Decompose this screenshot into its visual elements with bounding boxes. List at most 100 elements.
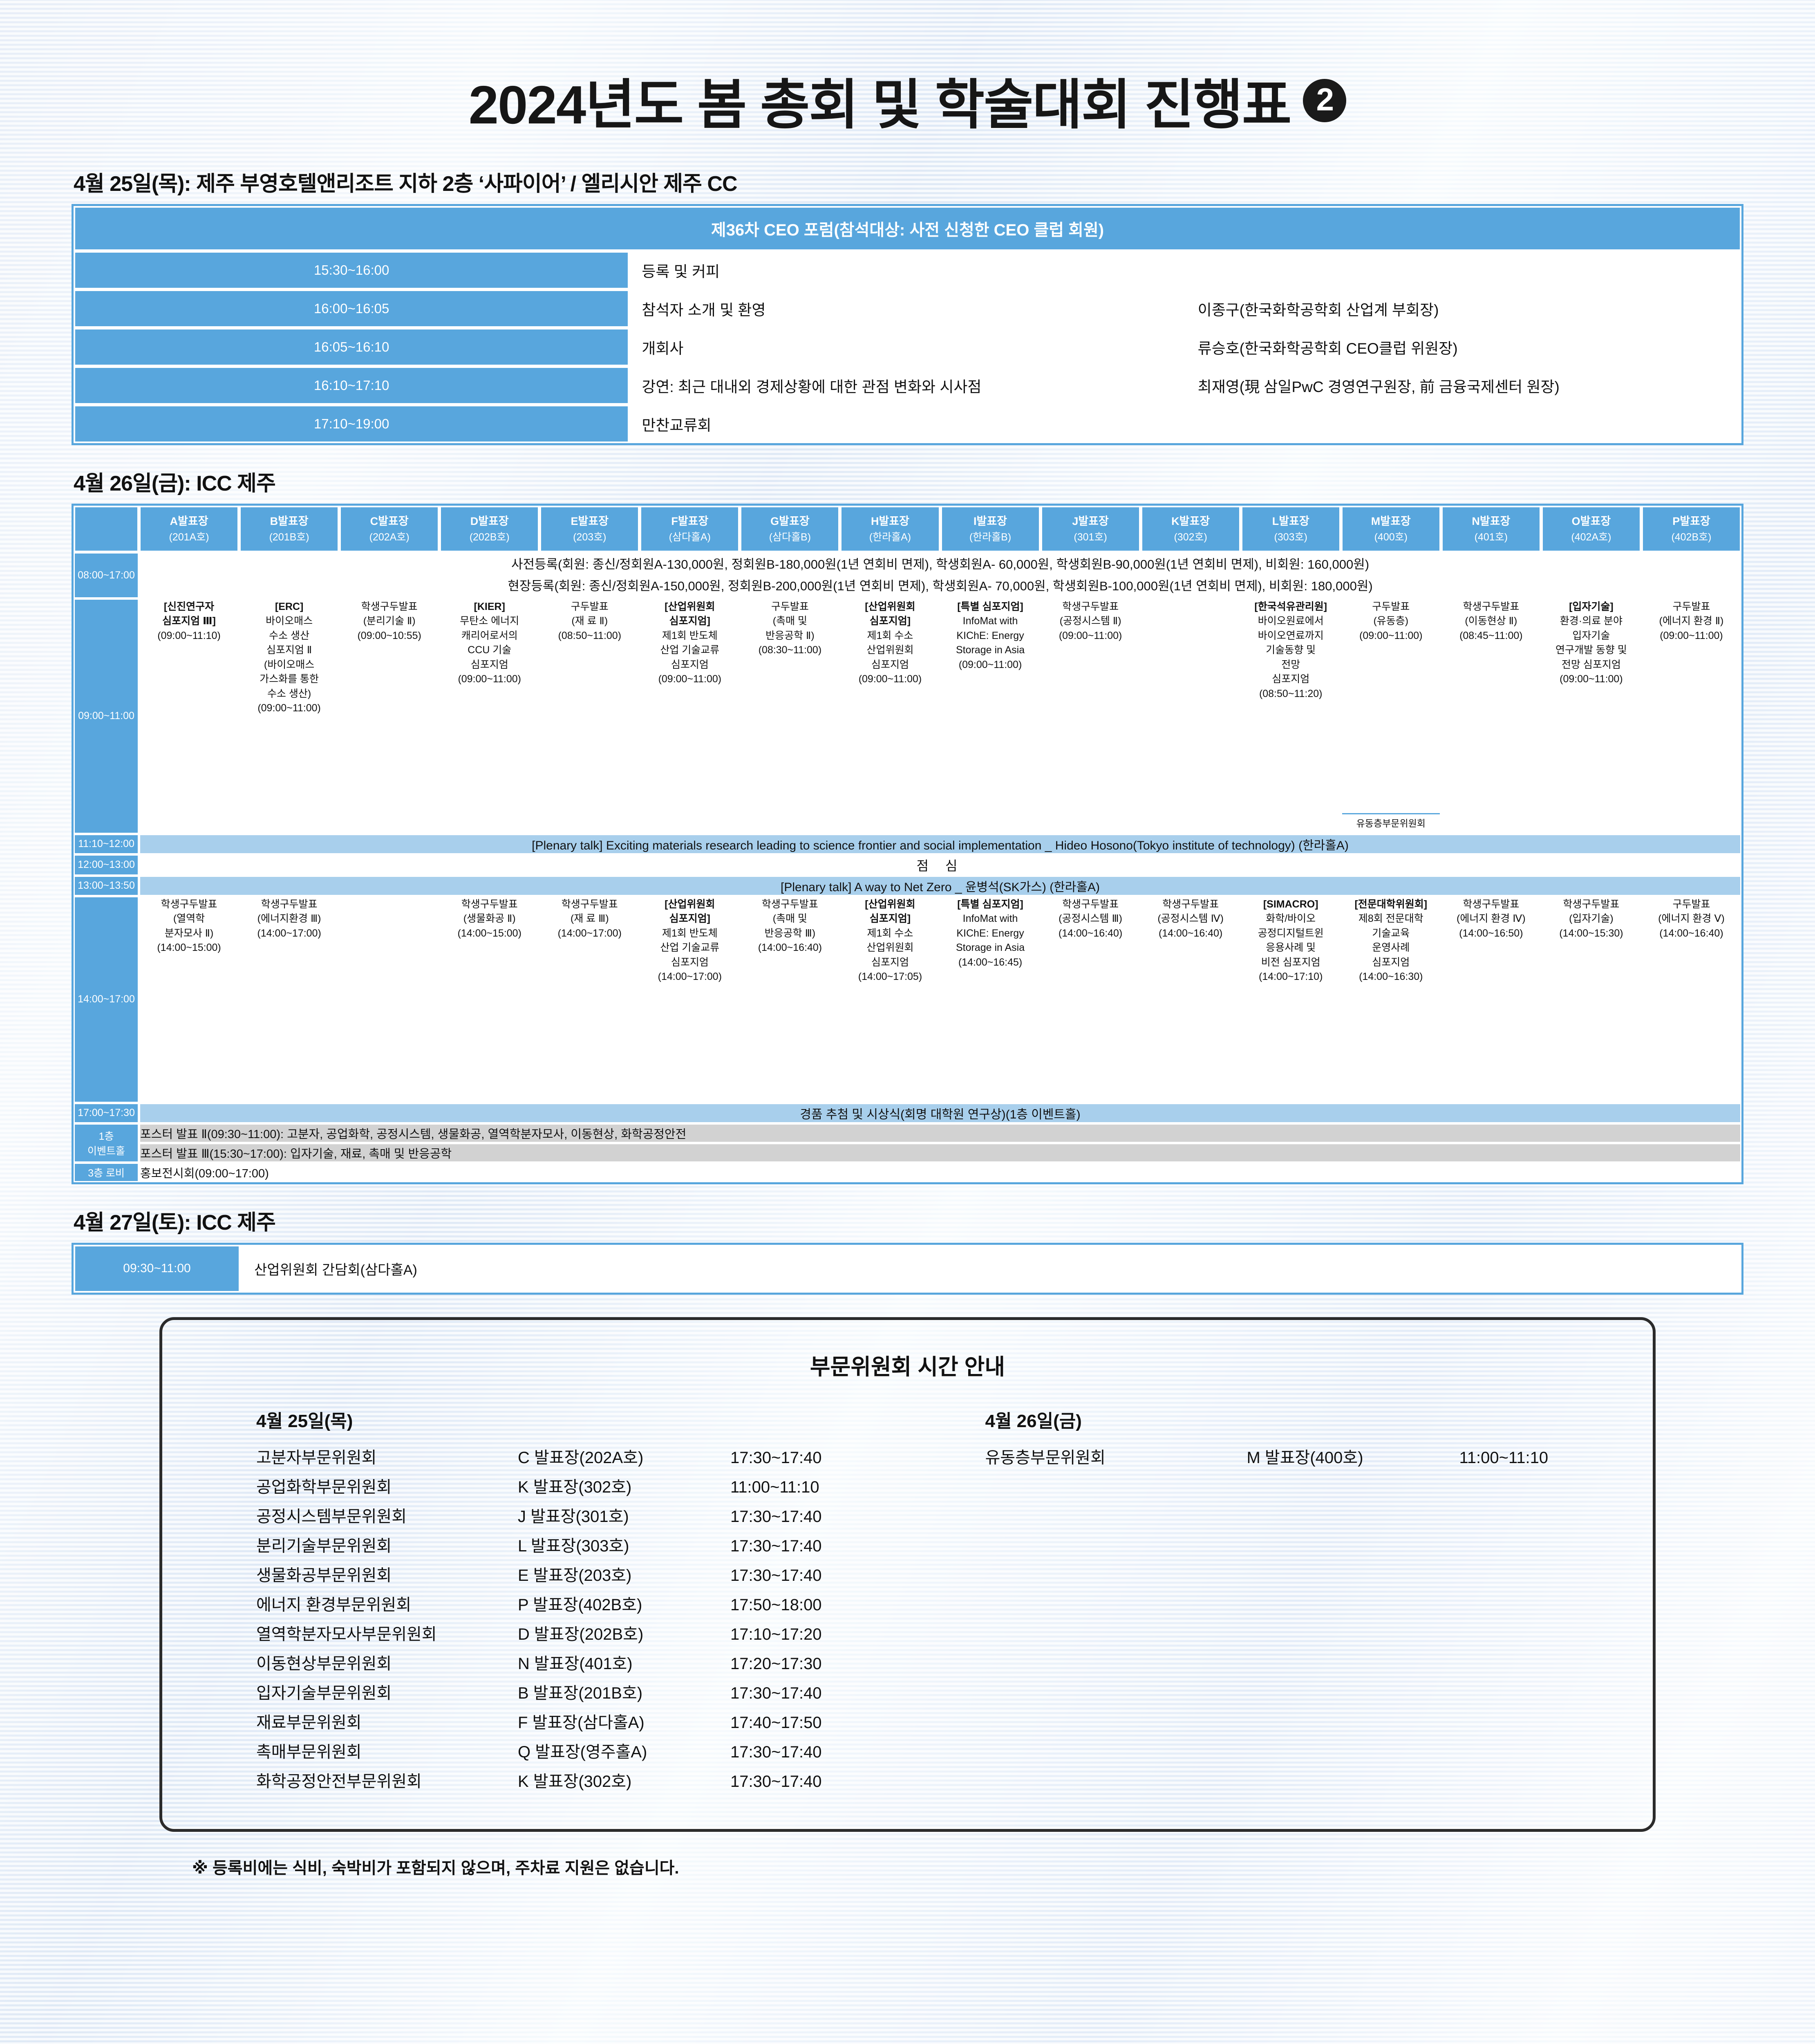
afternoon-session-cell-11: [SIMACRO] 화학/바이오 공정디지털트윈 응용사례 및 비전 심포지엄 (14:0… bbox=[1240, 896, 1341, 1103]
session-line: 바이오원료에서 bbox=[1258, 615, 1324, 627]
session-line: (생물화공 Ⅱ) bbox=[463, 913, 516, 925]
morning-session-cell-3: [KIER] 무탄소 에너지 캐리어로서의 CCU 기술 심포지엄 (09:00~11:0… bbox=[439, 598, 540, 834]
session-time: (09:00~11:00) bbox=[458, 673, 521, 685]
committee-name: 공업화학부문위원회 bbox=[256, 1478, 392, 1496]
committee-column-apr25: 4월 25일(목) 고분자부문위원회 C 발표장(202A호) 17:30~17… bbox=[191, 1406, 895, 1803]
committee-row: 고분자부문위원회 C 발표장(202A호) 17:30~17:40 bbox=[256, 1450, 895, 1466]
session-line: (입자기술) bbox=[1569, 913, 1614, 925]
session-time: (14:00~16:45) bbox=[958, 956, 1023, 968]
committee-schedule-box: 부문위원회 시간 안내 4월 25일(목) 고분자부문위원회 C 발표장(202… bbox=[159, 1317, 1656, 1832]
committee-row: 입자기술부문위원회 B 발표장(201B호) 17:30~17:40 bbox=[256, 1685, 895, 1701]
committee-name: 이동현상부문위원회 bbox=[256, 1654, 392, 1673]
ceo-row-speaker: 이종구(한국화학공학회 산업계 부회장) bbox=[1185, 289, 1741, 328]
day2-schedule-grid: A발표장 (201A호) B발표장 (201B호) C발표장 (202A호) D발표장 (20… bbox=[72, 504, 1743, 1184]
committee-name: 생물화공부문위원회 bbox=[256, 1566, 392, 1585]
morning-session-time: 09:00~11:00 bbox=[74, 598, 139, 834]
session-time: (08:50~11:00) bbox=[558, 630, 622, 641]
committee-room: B 발표장(201B호) bbox=[518, 1684, 643, 1702]
committee-row: 에너지 환경부문위원회 P 발표장(402B호) 17:50~18:00 bbox=[256, 1597, 895, 1613]
day2-heading: 4월 26일(금): ICC 제주 bbox=[74, 472, 276, 495]
committee-name: 열역학분자모사부문위원회 bbox=[256, 1625, 437, 1643]
session-line: (에너지 환경 Ⅱ) bbox=[1659, 615, 1724, 627]
committee-box-title: 부문위원회 시간 안내 bbox=[810, 1354, 1005, 1379]
session-title: 학생구두발표 bbox=[1563, 898, 1620, 910]
morning-session-cell-5: [산업위원회 심포지엄] 제1회 반도체 산업 기술교류 심포지엄 (09:00~11:0… bbox=[640, 598, 740, 834]
afternoon-session-cell-5: [산업위원회 심포지엄] 제1회 반도체 산업 기술교류 심포지엄 (14:00~17:0… bbox=[640, 896, 740, 1103]
session-line: 제1회 수소 bbox=[867, 927, 913, 939]
session-time: (14:00~17:00) bbox=[557, 927, 622, 939]
award-time: 17:00~17:30 bbox=[74, 1103, 139, 1123]
session-title: [산업위원회 bbox=[665, 898, 715, 910]
session-title: 구두발표 bbox=[1672, 601, 1710, 612]
page-number-badge: 2 bbox=[1303, 78, 1347, 122]
session-title: [전문대학위원회] bbox=[1354, 898, 1428, 910]
session-time: (09:00~11:00) bbox=[1660, 630, 1723, 641]
morning-session-cell-13: 학생구두발표 (이동현상 Ⅱ) (08:45~11:00) bbox=[1441, 598, 1541, 834]
session-line: 제1회 수소 bbox=[867, 630, 913, 641]
day3-time: 09:30~11:00 bbox=[74, 1244, 240, 1293]
room-header-11: L발표장 (303호) bbox=[1240, 506, 1341, 552]
session-time: (14:00~17:05) bbox=[858, 971, 922, 983]
session-title: 학생구두발표 bbox=[761, 898, 818, 910]
session-line: (이동현상 Ⅱ) bbox=[1465, 615, 1517, 627]
committee-column-apr26: 4월 26일(금) 유동층부문위원회 M 발표장(400호) 11:00~11:… bbox=[920, 1406, 1625, 1803]
afternoon-session-cell-7: [산업위원회 심포지엄] 제1회 수소 산업위원회 심포지엄 (14:00~17:05) bbox=[840, 896, 940, 1103]
session-line: 비전 심포지엄 bbox=[1261, 956, 1320, 968]
committee-col1-date: 4월 25일(목) bbox=[256, 1411, 353, 1431]
session-title: 구두발표 bbox=[571, 601, 609, 612]
committee-time: 17:30~17:40 bbox=[730, 1684, 822, 1702]
session-line: (유동층) bbox=[1373, 615, 1409, 627]
committee-row: 생물화공부문위원회 E 발표장(203호) 17:30~17:40 bbox=[256, 1567, 895, 1584]
session-line: 제8회 전문대학 bbox=[1358, 913, 1423, 925]
committee-row: 열역학분자모사부문위원회 D 발표장(202B호) 17:10~17:20 bbox=[256, 1626, 895, 1643]
committee-room: K 발표장(302호) bbox=[518, 1478, 632, 1496]
session-time: (14:00~17:00) bbox=[257, 927, 321, 939]
session-title: 구두발표 bbox=[1372, 601, 1410, 612]
morning-session-cell-11: [한국석유관리원] 바이오원료에서 바이오연료까지 기술동향 및 전망 심포지엄 (08:5… bbox=[1240, 598, 1341, 834]
session-line: 공정디지털트윈 bbox=[1258, 927, 1324, 939]
room-header-14: O발표장 (402A호) bbox=[1541, 506, 1641, 552]
session-line: 산업위원회 bbox=[866, 942, 914, 954]
session-line: 전망 bbox=[1281, 659, 1300, 670]
afternoon-session-time: 14:00~17:00 bbox=[74, 896, 139, 1103]
table-row: 15:30~16:00 등록 및 커피 bbox=[74, 251, 1741, 289]
table-row: 11:10~12:00 [Plenary talk] Exciting mate… bbox=[74, 834, 1741, 854]
ceo-row-time: 16:00~16:05 bbox=[74, 289, 630, 328]
session-line: 기술교육 bbox=[1372, 927, 1410, 939]
morning-session-cell-9: 학생구두발표 (공정시스템 Ⅱ) (09:00~11:00) bbox=[1040, 598, 1141, 834]
morning-session-cell-10 bbox=[1140, 598, 1241, 834]
ceo-forum-table: 제36차 CEO 포럼(참석대상: 사전 신청한 CEO 클럽 회원) 15:3… bbox=[72, 204, 1743, 445]
day3-event: 산업위원회 간담회(삼다홀A) bbox=[240, 1244, 1741, 1293]
committee-room: N 발표장(401호) bbox=[518, 1654, 633, 1673]
committee-time: 17:40~17:50 bbox=[730, 1713, 822, 1732]
morning-session-cell-0: [신진연구자 심포지엄 Ⅲ] (09:00~11:10) bbox=[139, 598, 239, 834]
ceo-row-event: 등록 및 커피 bbox=[629, 251, 1741, 289]
ceo-row-speaker: 최재영(現 삼일PwC 경영연구원장, 前 금융국제센터 원장) bbox=[1185, 366, 1741, 405]
session-time: (14:00~16:40) bbox=[1659, 927, 1723, 939]
session-line: 입자기술 bbox=[1572, 630, 1610, 641]
session-line: (에너지환경 Ⅲ) bbox=[257, 913, 321, 925]
session-line: 수소 생산 bbox=[269, 630, 310, 641]
session-line: (재 료 Ⅲ) bbox=[570, 913, 609, 925]
session-line: 분자모사 Ⅱ) bbox=[164, 927, 214, 939]
room-header-1: B발표장 (201B호) bbox=[239, 506, 340, 552]
session-time: (09:00~11:10) bbox=[157, 630, 221, 641]
session-title: [산업위원회 bbox=[865, 898, 915, 910]
session-title: 구두발표 bbox=[1672, 898, 1710, 910]
session-title: [산업위원회 bbox=[865, 601, 915, 612]
session-line: InfoMat with bbox=[962, 615, 1018, 627]
session-time: (09:00~11:00) bbox=[1560, 673, 1623, 685]
session-line: Storage in Asia bbox=[956, 942, 1025, 954]
session-line: (공정시스템 Ⅳ) bbox=[1157, 913, 1224, 925]
session-title: [입자기술] bbox=[1569, 601, 1614, 612]
session-line: 산업위원회 bbox=[866, 644, 914, 656]
session-line: 심포지엄 bbox=[470, 659, 508, 670]
poster-hall-floor: 1층 bbox=[98, 1130, 114, 1142]
table-row: 16:00~16:05 참석자 소개 및 환영 이종구(한국화학공학회 산업계 … bbox=[74, 289, 1741, 328]
ceo-row-speaker: 류승호(한국화학공학회 CEO클럽 위원장) bbox=[1185, 328, 1741, 366]
session-title: [특별 심포지엄] bbox=[957, 898, 1023, 910]
committee-col2-date: 4월 26일(금) bbox=[985, 1411, 1082, 1431]
committee-row: 공업화학부문위원회 K 발표장(302호) 11:00~11:10 bbox=[256, 1479, 895, 1495]
committee-room: Q 발표장(영주홀A) bbox=[518, 1743, 647, 1761]
committee-room: C 발표장(202A호) bbox=[518, 1448, 644, 1467]
